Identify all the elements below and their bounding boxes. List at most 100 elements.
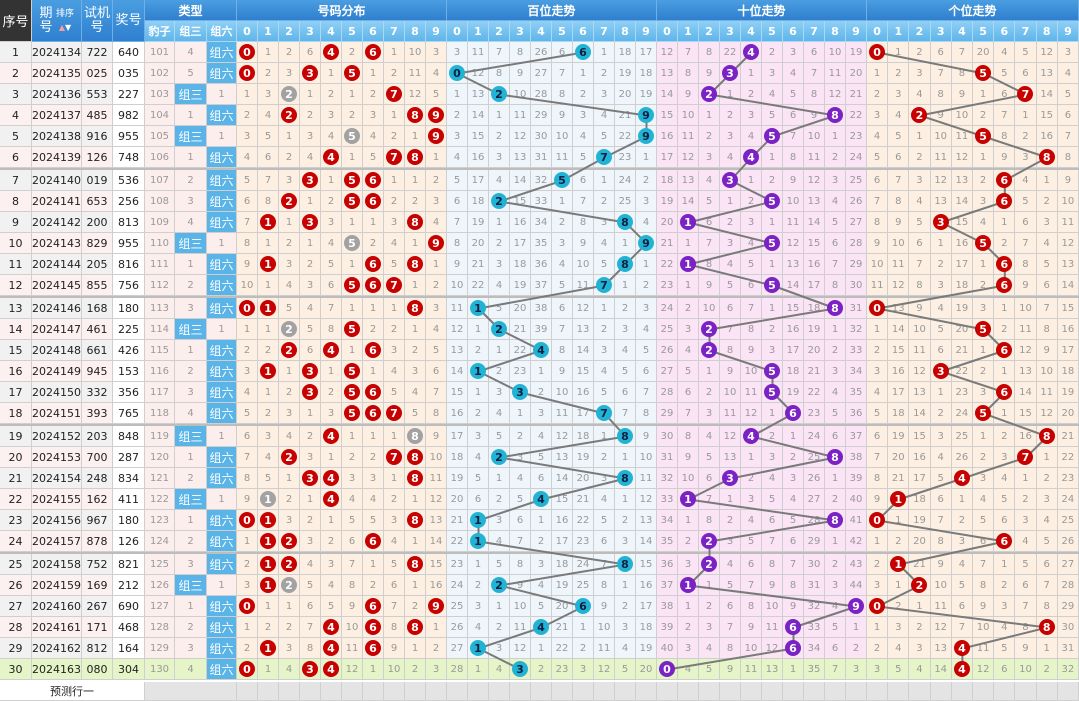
predict-cell[interactable]	[657, 682, 678, 701]
miss-cell: 28	[657, 382, 678, 403]
predict-cell[interactable]	[468, 682, 489, 701]
predict-cell[interactable]	[489, 682, 510, 701]
predict-cell[interactable]	[531, 682, 552, 701]
miss-cell: 5	[384, 254, 405, 275]
miss-cell: 8	[636, 403, 657, 424]
predict-cell[interactable]	[951, 682, 973, 701]
predict-cell[interactable]	[510, 682, 531, 701]
miss-cell: 1	[678, 596, 699, 617]
miss-cell: 3	[762, 340, 783, 361]
miss-cell: 33	[804, 617, 825, 638]
predict-cell[interactable]	[342, 682, 363, 701]
miss-cell: 30	[657, 426, 678, 447]
row-baozi-miss: 129	[145, 638, 175, 659]
miss-cell: 9	[867, 233, 889, 254]
predict-cell[interactable]	[237, 682, 258, 701]
miss-cell: 2	[300, 105, 321, 126]
predict-cell[interactable]	[258, 682, 279, 701]
miss-cell: 5	[321, 254, 342, 275]
dist-hit-ball: 9	[428, 598, 444, 614]
predict-cell[interactable]	[636, 682, 657, 701]
predict-cell[interactable]	[573, 682, 594, 701]
predict-cell[interactable]	[846, 682, 867, 701]
predict-cell[interactable]	[594, 682, 615, 701]
miss-cell: 2	[594, 319, 615, 340]
hit-cell: 7	[594, 147, 615, 168]
miss-cell: 4	[825, 191, 846, 212]
predict-cell[interactable]	[1057, 682, 1079, 701]
predict-cell[interactable]	[973, 682, 995, 701]
ge-hit-ball: 6	[996, 384, 1013, 400]
hit-cell: 5	[342, 170, 363, 191]
miss-cell: 12	[552, 426, 573, 447]
miss-cell: 1	[447, 84, 468, 105]
miss-cell: 11	[930, 147, 952, 168]
miss-cell: 5	[699, 659, 720, 680]
miss-cell: 29	[846, 254, 867, 275]
hit-cell: 6	[363, 617, 384, 638]
dist-hit-ball: 6	[365, 384, 381, 400]
predict-cell[interactable]	[699, 682, 720, 701]
miss-cell: 7	[951, 42, 973, 63]
row-period: 2024142	[32, 212, 82, 233]
miss-cell: 3	[342, 468, 363, 489]
hit-cell: 2	[489, 84, 510, 105]
predict-cell[interactable]	[447, 682, 468, 701]
predict-cell[interactable]	[804, 682, 825, 701]
miss-cell: 18	[552, 554, 573, 575]
predict-cell[interactable]	[363, 682, 384, 701]
miss-cell: 7	[237, 447, 258, 468]
miss-cell: 12	[951, 147, 973, 168]
miss-cell: 1	[363, 63, 384, 84]
predict-cell[interactable]	[384, 682, 405, 701]
hit-cell: 2	[909, 575, 931, 596]
predict-cell[interactable]	[741, 682, 762, 701]
row-baozi-miss: 120	[145, 447, 175, 468]
miss-cell: 2	[552, 212, 573, 233]
predict-cell[interactable]	[930, 682, 952, 701]
header-shi-digit: 4	[741, 21, 762, 42]
miss-cell: 35	[804, 659, 825, 680]
sort-label[interactable]: 排序	[55, 8, 74, 19]
miss-cell: 1	[405, 170, 426, 191]
row-period: 2024155	[32, 489, 82, 510]
miss-cell: 5	[825, 403, 846, 424]
miss-cell: 12	[930, 617, 952, 638]
predict-cell[interactable]	[825, 682, 846, 701]
miss-cell: 20	[951, 319, 973, 340]
predict-row-label[interactable]: 预测行一	[0, 682, 145, 701]
sort-arrows-icon[interactable]: ▲▼	[58, 22, 72, 32]
miss-cell: 5	[1015, 42, 1037, 63]
miss-cell: 13	[804, 191, 825, 212]
header-dist: 号码分布	[237, 0, 447, 21]
predict-cell[interactable]	[405, 682, 426, 701]
hit-cell: 8	[1036, 426, 1058, 447]
predict-cell[interactable]	[888, 682, 910, 701]
predict-cell[interactable]	[552, 682, 573, 701]
miss-cell: 5	[930, 319, 952, 340]
predict-type-cells[interactable]	[145, 682, 237, 701]
predict-cell[interactable]	[762, 682, 783, 701]
predict-cell[interactable]	[994, 682, 1016, 701]
predict-cell[interactable]	[720, 682, 741, 701]
miss-cell: 5	[678, 361, 699, 382]
header-period-sort[interactable]: 期号 排序 ▲▼	[32, 0, 82, 42]
predict-cell[interactable]	[783, 682, 804, 701]
predict-cell[interactable]	[1036, 682, 1058, 701]
predict-cell[interactable]	[321, 682, 342, 701]
predict-cell[interactable]	[867, 682, 889, 701]
predict-cell[interactable]	[678, 682, 699, 701]
predict-cell[interactable]	[1015, 682, 1037, 701]
miss-cell: 13	[783, 254, 804, 275]
predict-cell[interactable]	[426, 682, 447, 701]
miss-cell: 31	[531, 147, 552, 168]
predict-cell[interactable]	[279, 682, 300, 701]
miss-cell: 4	[636, 319, 657, 340]
hit-cell: 4	[321, 489, 342, 510]
dist-hit-ball: 7	[386, 277, 402, 293]
predict-cell[interactable]	[300, 682, 321, 701]
predict-cell[interactable]	[909, 682, 931, 701]
hit-cell: 0	[237, 63, 258, 84]
predict-cell[interactable]	[615, 682, 636, 701]
row-zusan-miss: 4	[175, 403, 207, 424]
